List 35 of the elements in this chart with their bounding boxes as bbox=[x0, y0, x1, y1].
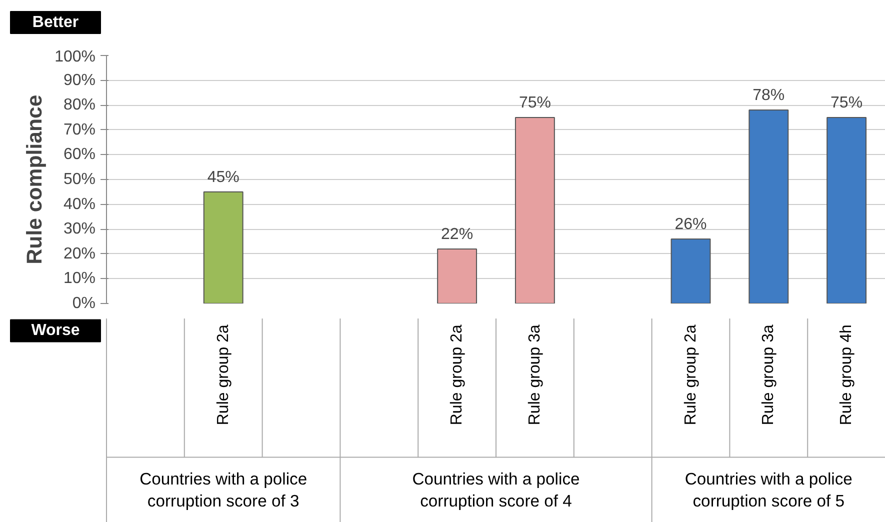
y-tick-label: 80% bbox=[63, 96, 96, 114]
y-tick-label: 90% bbox=[63, 72, 96, 89]
y-tick-label: 50% bbox=[63, 171, 96, 188]
y-tick-label: 10% bbox=[63, 270, 96, 288]
bar bbox=[437, 248, 478, 304]
bar bbox=[514, 117, 555, 304]
bar bbox=[670, 238, 711, 304]
y-tick-label: 0% bbox=[72, 295, 96, 312]
y-axis-title: Rule compliance bbox=[22, 94, 47, 264]
x-tick-label: Rule group 4h bbox=[838, 324, 856, 426]
data-label: 78% bbox=[752, 87, 785, 104]
y-tick-label: 30% bbox=[63, 220, 96, 238]
data-label: 22% bbox=[441, 226, 474, 243]
data-label: 45% bbox=[207, 168, 240, 186]
y-tick-label: 60% bbox=[63, 146, 96, 164]
text: Countries with a police corruption score of 4 bbox=[412, 469, 580, 510]
bar bbox=[748, 110, 789, 304]
bar bbox=[203, 191, 244, 304]
data-label: 75% bbox=[830, 94, 863, 112]
text: Better bbox=[32, 14, 79, 31]
y-tick-label: 40% bbox=[63, 196, 96, 213]
text: Countries with a police corruption score of 3 bbox=[140, 469, 308, 510]
x-tick-label: Rule group 3a bbox=[526, 324, 544, 426]
bar bbox=[826, 117, 867, 304]
x-tick-label: Rule group 3a bbox=[760, 324, 778, 426]
y-tick-label: 70% bbox=[63, 121, 96, 138]
x-tick-label: Rule group 2a bbox=[682, 324, 700, 426]
text: Worse bbox=[31, 322, 80, 340]
y-tick-label: 20% bbox=[63, 245, 96, 262]
text: Countries with a police corruption score of 5 bbox=[684, 469, 852, 510]
x-tick-label: Rule group 2a bbox=[214, 324, 232, 426]
data-label: 75% bbox=[518, 94, 551, 112]
y-tick-label: 100% bbox=[54, 48, 96, 66]
data-label: 26% bbox=[674, 216, 707, 234]
x-tick-label: Rule group 2a bbox=[448, 324, 466, 426]
